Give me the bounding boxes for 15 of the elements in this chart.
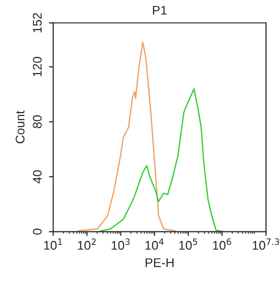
x-tick-label: 10$^{7.3}$ <box>252 238 280 250</box>
x-tick-label: 10$^{4}$ <box>145 238 164 250</box>
chart-title: P1 <box>152 6 167 15</box>
y-axis-title: Count <box>16 110 24 144</box>
x-tick-label: 10$^{2}$ <box>78 238 96 250</box>
x-tick-label: 10$^{5}$ <box>179 238 198 250</box>
x-axis-title: PE-H <box>146 258 174 267</box>
x-tick-label: 10$^{6}$ <box>213 238 232 250</box>
y-tick-label: 152 <box>32 13 42 32</box>
x-tick-label: 10$^{1}$ <box>44 238 62 250</box>
y-tick-label: 120 <box>32 56 42 76</box>
y-tick-label: 80 <box>32 115 42 128</box>
y-tick-label: 40 <box>32 170 42 184</box>
x-tick-label: 10$^{3}$ <box>112 238 130 250</box>
y-tick-label: 0 <box>32 228 42 235</box>
